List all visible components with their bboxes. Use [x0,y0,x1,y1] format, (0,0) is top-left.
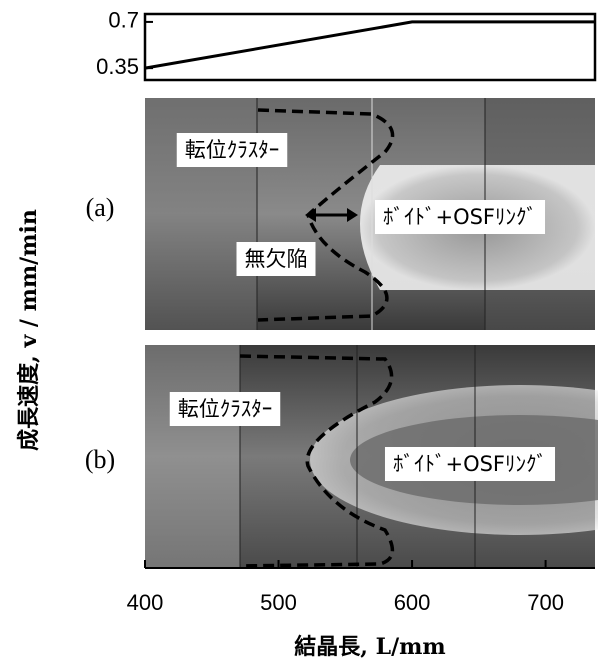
y-axis-label: 成長速度, v / mm/min [16,209,42,451]
annotation: 転位ｸﾗｽﾀｰ [178,397,273,421]
x-tick-label: 700 [527,590,564,615]
figure: 成長速度, v / mm/min 結晶長, L/mm 0.35 0.7 400 500… [0,0,598,662]
annotation: ﾎﾞｲﾄﾞ+OSFﾘﾝｸﾞ [393,452,547,476]
annotation: 転位ｸﾗｽﾀｰ [185,138,280,162]
x-tick-label: 500 [260,590,297,615]
annotation: (b) [85,445,115,474]
annotation: 無欠陥 [245,247,308,271]
y-tick-label: 0.7 [108,8,139,33]
x-tick-label: 400 [127,590,164,615]
x-axis-label: 結晶長, L/mm [294,634,445,660]
data-line [145,22,595,68]
y-tick-label: 0.35 [96,54,139,79]
x-tick-label: 600 [394,590,431,615]
annotation: (a) [86,193,115,222]
top-plot-frame [145,14,595,80]
annotation: ﾎﾞｲﾄﾞ+OSFﾘﾝｸﾞ [383,205,537,229]
